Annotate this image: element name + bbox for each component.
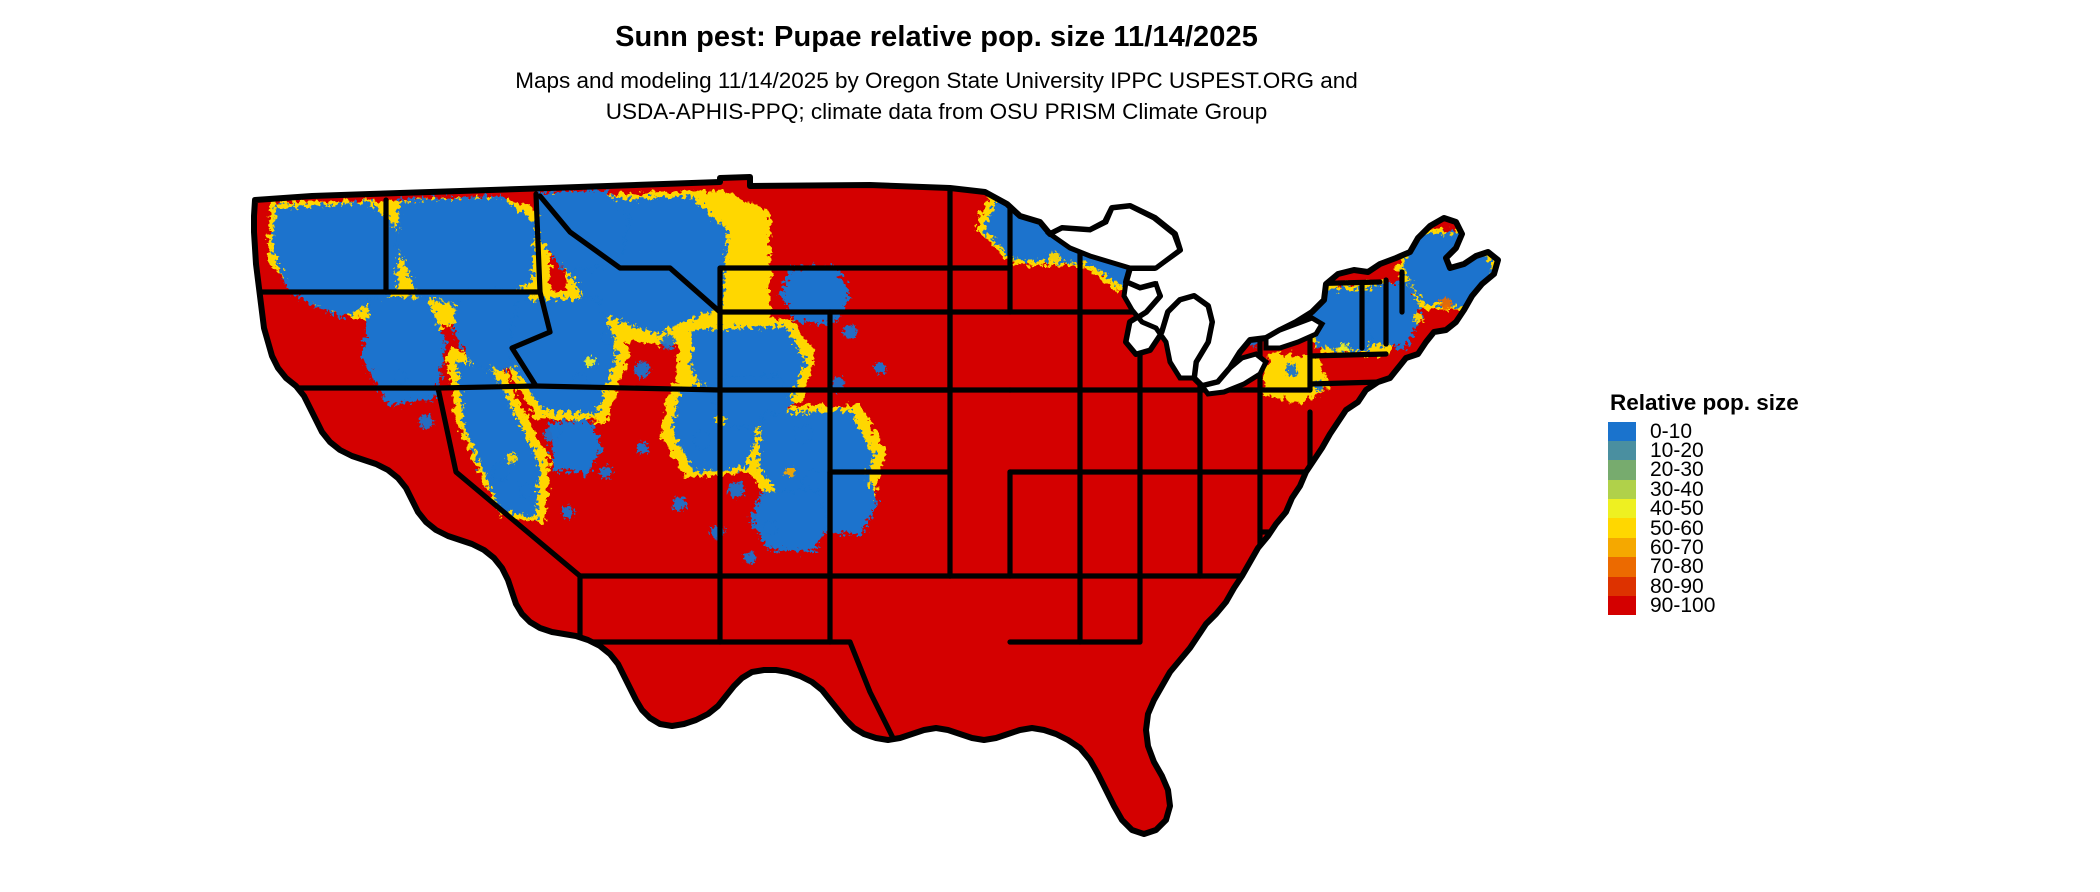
legend-label: 80-90 [1650, 574, 1704, 598]
legend-row: 90-100 [1608, 594, 1938, 618]
subtitle-line-1: Maps and modeling 11/14/2025 by Oregon S… [515, 68, 1358, 94]
map-svg [250, 172, 1590, 892]
title-block: Sunn pest: Pupae relative pop. size 11/1… [0, 0, 1873, 127]
lake-superior [1045, 203, 1183, 271]
legend-label: 0-10 [1650, 419, 1693, 443]
legend-row: 20-30 [1608, 458, 1938, 482]
legend-label: 30-40 [1650, 477, 1704, 501]
legend-title: Relative pop. size [1610, 390, 1799, 415]
legend-label: 90-100 [1650, 594, 1716, 618]
legend-row: 80-90 [1608, 574, 1938, 598]
legend-swatch [1608, 421, 1636, 441]
legend-swatch [1608, 557, 1636, 577]
legend-row: 10-20 [1608, 439, 1938, 463]
legend-swatch [1608, 596, 1636, 616]
us-choropleth-map [250, 172, 1590, 892]
legend-row: 70-80 [1608, 555, 1938, 579]
legend-items: 0-10 10-20 20-30 30-40 40-50 50-60 60-70 70-80 8… [1608, 419, 1938, 618]
legend-swatch [1608, 479, 1636, 500]
legend-row: 30-40 [1608, 477, 1938, 501]
lake-erie [1197, 351, 1270, 397]
subtitle-line-2: USDA-APHIS-PPQ; climate data from OSU PR… [605, 98, 1268, 124]
legend-swatch [1608, 499, 1636, 519]
legend-label: 40-50 [1650, 497, 1704, 521]
legend-swatch [1608, 440, 1636, 461]
lake-michigan-huron [1121, 278, 1215, 381]
legend-row: 50-60 [1608, 516, 1938, 540]
lake-ontario [1263, 315, 1326, 351]
legend: Relative pop. size 0-10 10-20 20-30 30-40 40… [1608, 390, 1938, 618]
legend-row: 0-10 [1608, 419, 1938, 443]
page-title: Sunn pest: Pupae relative pop. size 11/1… [615, 21, 1258, 53]
great-lakes [1045, 203, 1326, 397]
legend-label: 20-30 [1650, 458, 1704, 482]
legend-row: 60-70 [1608, 536, 1938, 560]
legend-label: 70-80 [1650, 555, 1704, 579]
legend-row: 40-50 [1608, 497, 1938, 521]
legend-label: 50-60 [1650, 516, 1704, 540]
subtitle: Maps and modeling 11/14/2025 by Oregon S… [0, 66, 1873, 127]
legend-label: 10-20 [1650, 439, 1704, 463]
legend-swatch [1608, 576, 1636, 597]
legend-swatch [1608, 460, 1636, 480]
legend-swatch [1608, 537, 1636, 558]
legend-swatch [1608, 518, 1636, 538]
legend-label: 60-70 [1650, 536, 1704, 560]
